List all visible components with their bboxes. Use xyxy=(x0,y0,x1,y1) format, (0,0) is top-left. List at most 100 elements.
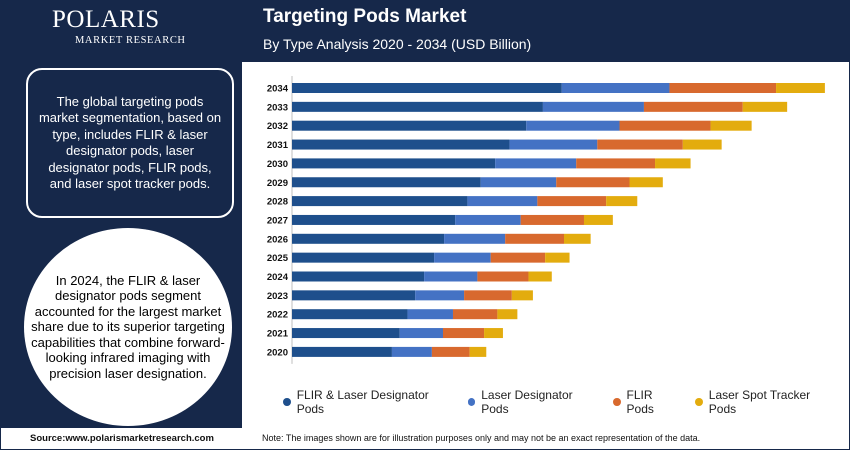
legend-item: Laser Designator Pods xyxy=(467,388,599,416)
y-tick-label: 2030 xyxy=(267,159,288,170)
bar-segment-4 xyxy=(528,271,552,282)
legend-swatch xyxy=(695,398,703,406)
highlight-text: In 2024, the FLIR & laser designator pod… xyxy=(31,273,225,381)
bar-segment-2 xyxy=(424,271,478,282)
bar-segment-3 xyxy=(505,233,564,244)
bar-segment-3 xyxy=(669,83,777,93)
y-tick-label: 2029 xyxy=(267,178,288,189)
y-tick-label: 2027 xyxy=(267,215,288,226)
bar-segment-2 xyxy=(542,101,644,112)
y-tick-label: 2020 xyxy=(267,347,288,358)
bar-segment-2 xyxy=(407,309,453,320)
bar-segment-4 xyxy=(497,309,518,320)
legend-label: FLIR Pods xyxy=(626,388,654,416)
bar-segment-3 xyxy=(464,290,512,301)
stacked-bar-chart: 2034 2033 2032 2031 2030 2029 2028 2027 2026 2025… xyxy=(267,76,825,364)
disclaimer-note: Note: The images shown are for illustrat… xyxy=(262,433,701,443)
bar-segment-3 xyxy=(520,214,584,225)
logo-wordmark: POLARIS xyxy=(52,6,192,34)
y-tick-label: 2034 xyxy=(267,84,289,95)
bar-segment-1 xyxy=(292,139,510,150)
bar-segment-1 xyxy=(292,158,496,169)
bar-segment-3 xyxy=(477,271,529,282)
bar-segment-3 xyxy=(643,101,743,112)
bar-segment-3 xyxy=(556,177,630,188)
bar-segment-1 xyxy=(292,196,468,207)
source-text: Source:www.polarismarketresearch.com xyxy=(30,433,214,444)
bar-segment-1 xyxy=(292,120,527,131)
bar-segment-4 xyxy=(484,328,503,339)
bar-segment-4 xyxy=(710,120,752,131)
bar-segment-4 xyxy=(682,139,722,150)
bar-segment-1 xyxy=(292,233,445,244)
legend-item: FLIR Pods xyxy=(612,388,681,416)
legend-item: FLIR & Laser Designator Pods xyxy=(283,388,454,416)
bar-segment-1 xyxy=(292,346,392,357)
bar-segment-3 xyxy=(452,309,498,320)
chart-subtitle: By Type Analysis 2020 - 2034 (USD Billio… xyxy=(263,36,532,52)
y-tick-label: 2031 xyxy=(267,140,289,151)
y-tick-label: 2032 xyxy=(267,121,288,132)
logo-name: POLARIS xyxy=(52,6,160,33)
legend-swatch xyxy=(283,398,291,406)
y-tick-label: 2025 xyxy=(267,253,289,264)
bar-segment-2 xyxy=(434,252,491,263)
y-tick-label: 2024 xyxy=(267,272,289,283)
bar-segment-1 xyxy=(292,271,425,282)
bar-segment-1 xyxy=(292,328,400,339)
y-tick-label: 2021 xyxy=(267,329,289,340)
segmentation-info-box: The global targeting pods market segment… xyxy=(26,68,234,218)
bar-segment-2 xyxy=(526,120,620,131)
bar-segment-2 xyxy=(467,196,538,207)
logo-subtitle: MARKET RESEARCH xyxy=(75,35,186,46)
bar-segment-2 xyxy=(561,83,670,93)
y-tick-label: 2023 xyxy=(267,291,288,302)
legend-swatch xyxy=(612,398,621,406)
bar-segment-4 xyxy=(776,83,825,93)
legend-item: Laser Spot Tracker Pods xyxy=(695,388,836,416)
bar-segment-2 xyxy=(415,290,465,301)
bar-segment-2 xyxy=(391,346,432,357)
bar-segment-4 xyxy=(742,101,788,112)
y-tick-label: 2028 xyxy=(267,197,288,208)
bar-segment-4 xyxy=(629,177,663,188)
bar-segment-2 xyxy=(480,177,557,188)
chart-title: Targeting Pods Market xyxy=(263,6,467,27)
bar-segment-2 xyxy=(509,139,598,150)
bar-segment-4 xyxy=(469,346,487,357)
bar-segment-3 xyxy=(619,120,711,131)
bar-segment-2 xyxy=(399,328,443,339)
legend-label: Laser Spot Tracker Pods xyxy=(708,388,811,416)
y-tick-label: 2033 xyxy=(267,102,288,113)
chart-legend: FLIR & Laser Designator Pods Laser Design… xyxy=(283,388,850,416)
bar-segment-4 xyxy=(545,252,570,263)
bar-segment-3 xyxy=(576,158,656,169)
bar-segment-4 xyxy=(564,233,591,244)
legend-label: Laser Designator Pods xyxy=(481,388,573,416)
bar-segment-1 xyxy=(292,214,456,225)
polaris-logo: POLARIS MARKET RESEARCH xyxy=(52,6,192,46)
bar-segment-4 xyxy=(583,214,613,225)
bar-segment-1 xyxy=(292,252,435,263)
segmentation-info-text: The global targeting pods market segment… xyxy=(38,93,222,192)
bar-segment-4 xyxy=(655,158,691,169)
bar-segment-1 xyxy=(292,290,416,301)
bar-segment-3 xyxy=(490,252,546,263)
bar-segment-1 xyxy=(292,83,562,93)
bar-segment-4 xyxy=(511,290,533,301)
bar-segment-1 xyxy=(292,309,408,320)
y-tick-label: 2026 xyxy=(267,234,288,245)
y-tick-label: 2022 xyxy=(267,310,288,321)
bar-segment-1 xyxy=(292,177,481,188)
bar-segment-3 xyxy=(537,196,607,207)
bar-segment-3 xyxy=(442,328,485,339)
bar-segment-1 xyxy=(292,101,543,112)
bar-segment-2 xyxy=(444,233,506,244)
bar-segment-2 xyxy=(455,214,521,225)
legend-swatch xyxy=(467,398,476,406)
bar-segment-3 xyxy=(597,139,683,150)
highlight-circle: In 2024, the FLIR & laser designator pod… xyxy=(24,228,232,426)
bar-segment-4 xyxy=(606,196,638,207)
legend-label: FLIR & Laser Designator Pods xyxy=(296,388,429,416)
bar-segment-3 xyxy=(431,346,470,357)
